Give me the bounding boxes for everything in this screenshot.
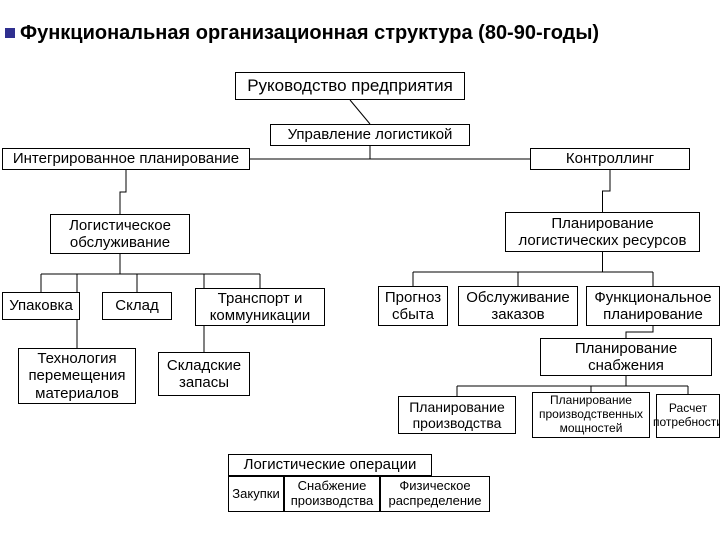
node-forecast: Прогноз сбыта [378,286,448,326]
node-capacity: Планирование производственных мощностей [532,392,650,438]
node-funcplan: Функциональное планирование [586,286,720,326]
node-service: Логистическое обслуживание [50,214,190,254]
title-bullet [5,28,15,38]
node-resplan: Планирование логистических ресурсов [505,212,700,252]
node-stock: Складские запасы [158,352,250,396]
node-orders: Обслуживание заказов [458,286,578,326]
node-ops_header: Логистические операции [228,454,432,476]
node-prodsupply: Снабжение производства [284,476,380,512]
node-supplyplan: Планирование снабжения [540,338,712,376]
node-intplan: Интегрированное планирование [2,148,250,170]
node-prodplan: Планирование производства [398,396,516,434]
node-enterprise: Руководство предприятия [235,72,465,100]
page-title: Функциональная организационная структура… [20,22,599,45]
node-transport: Транспорт и коммуникации [195,288,325,326]
node-purchase: Закупки [228,476,284,512]
node-distribution: Физическое распределение [380,476,490,512]
node-movetech: Технология перемещения материалов [18,348,136,404]
node-packaging: Упаковка [2,292,80,320]
node-demand: Расчет потребности [656,394,720,438]
node-warehouse: Склад [102,292,172,320]
node-controlling: Контроллинг [530,148,690,170]
node-logistics: Управление логистикой [270,124,470,146]
